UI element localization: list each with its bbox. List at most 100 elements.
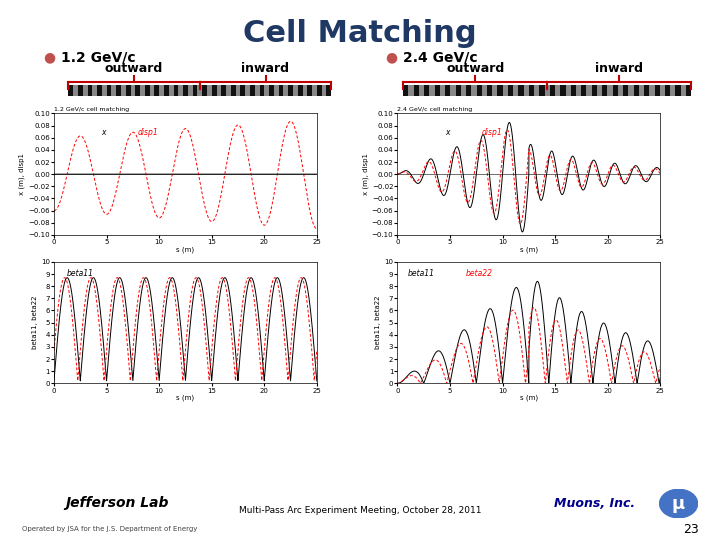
Bar bbox=[202, 85, 207, 96]
Bar bbox=[613, 85, 618, 96]
Bar bbox=[197, 85, 202, 96]
X-axis label: s (m): s (m) bbox=[520, 395, 538, 401]
Bar bbox=[477, 85, 482, 96]
Bar bbox=[597, 85, 602, 96]
Bar bbox=[634, 85, 639, 96]
Text: ●: ● bbox=[43, 51, 55, 65]
Bar bbox=[250, 85, 255, 96]
Text: 1.2 GeV/c: 1.2 GeV/c bbox=[61, 51, 136, 65]
Bar bbox=[312, 85, 317, 96]
Bar bbox=[269, 85, 274, 96]
Bar bbox=[440, 85, 445, 96]
Bar bbox=[112, 85, 116, 96]
Bar bbox=[154, 85, 159, 96]
Text: 1.2 GeV/c cell matching: 1.2 GeV/c cell matching bbox=[54, 106, 129, 112]
Text: disp1: disp1 bbox=[138, 129, 159, 137]
Text: Operated by JSA for the J.S. Department of Energy: Operated by JSA for the J.S. Department … bbox=[22, 526, 197, 532]
Bar bbox=[534, 85, 539, 96]
Bar bbox=[307, 85, 312, 96]
Text: beta11: beta11 bbox=[67, 269, 94, 279]
Bar bbox=[298, 85, 302, 96]
Bar bbox=[618, 85, 623, 96]
Bar bbox=[130, 85, 135, 96]
Bar bbox=[174, 85, 179, 96]
Bar bbox=[424, 85, 429, 96]
Bar bbox=[188, 85, 193, 96]
Bar bbox=[83, 85, 88, 96]
Bar bbox=[259, 85, 264, 96]
Bar bbox=[193, 85, 197, 96]
Bar bbox=[135, 85, 140, 96]
Text: Multi-Pass Arc Experiment Meeting, October 28, 2011: Multi-Pass Arc Experiment Meeting, Octob… bbox=[239, 506, 481, 515]
Text: disp1: disp1 bbox=[482, 129, 503, 137]
Bar bbox=[121, 85, 126, 96]
Bar bbox=[492, 85, 498, 96]
Bar bbox=[461, 85, 466, 96]
Bar bbox=[140, 85, 145, 96]
Bar bbox=[293, 85, 298, 96]
Bar bbox=[581, 85, 587, 96]
Bar bbox=[629, 85, 634, 96]
Bar bbox=[226, 85, 231, 96]
Bar bbox=[544, 85, 550, 96]
Bar bbox=[168, 85, 174, 96]
Bar bbox=[107, 85, 112, 96]
Bar bbox=[518, 85, 523, 96]
Bar bbox=[317, 85, 322, 96]
Bar bbox=[602, 85, 608, 96]
Bar bbox=[274, 85, 279, 96]
Bar bbox=[523, 85, 529, 96]
Bar bbox=[472, 85, 477, 96]
Bar bbox=[435, 85, 440, 96]
Text: x: x bbox=[445, 129, 449, 137]
Bar bbox=[68, 85, 73, 96]
Bar bbox=[555, 85, 560, 96]
Bar bbox=[644, 85, 649, 96]
Bar bbox=[498, 85, 503, 96]
Bar bbox=[179, 85, 183, 96]
Bar bbox=[665, 85, 670, 96]
Bar bbox=[326, 85, 331, 96]
Bar bbox=[279, 85, 284, 96]
Bar bbox=[264, 85, 269, 96]
Bar bbox=[212, 85, 217, 96]
Text: 2.4 GeV/c cell matching: 2.4 GeV/c cell matching bbox=[397, 106, 473, 112]
Bar bbox=[675, 85, 680, 96]
Bar bbox=[670, 85, 675, 96]
Text: inward: inward bbox=[595, 62, 643, 75]
Bar bbox=[529, 85, 534, 96]
Bar bbox=[288, 85, 293, 96]
Bar bbox=[660, 85, 665, 96]
X-axis label: s (m): s (m) bbox=[176, 246, 194, 253]
Bar bbox=[623, 85, 629, 96]
Bar bbox=[482, 85, 487, 96]
Bar bbox=[503, 85, 508, 96]
Bar bbox=[255, 85, 259, 96]
Bar bbox=[78, 85, 83, 96]
Text: beta22: beta22 bbox=[466, 269, 492, 279]
Bar bbox=[88, 85, 92, 96]
Bar bbox=[322, 85, 326, 96]
Bar bbox=[284, 85, 288, 96]
Text: outward: outward bbox=[105, 62, 163, 75]
Bar bbox=[565, 85, 571, 96]
Bar bbox=[126, 85, 130, 96]
Text: outward: outward bbox=[446, 62, 504, 75]
Bar bbox=[592, 85, 597, 96]
Text: x: x bbox=[102, 129, 106, 137]
Bar bbox=[571, 85, 576, 96]
Bar bbox=[608, 85, 613, 96]
Bar bbox=[221, 85, 226, 96]
X-axis label: s (m): s (m) bbox=[176, 395, 194, 401]
Bar bbox=[550, 85, 555, 96]
Bar bbox=[207, 85, 212, 96]
Bar bbox=[487, 85, 492, 96]
Bar bbox=[97, 85, 102, 96]
Text: inward: inward bbox=[241, 62, 289, 75]
Bar bbox=[639, 85, 644, 96]
Bar bbox=[408, 85, 414, 96]
Bar bbox=[686, 85, 691, 96]
Bar bbox=[419, 85, 424, 96]
Circle shape bbox=[660, 489, 698, 518]
Bar bbox=[560, 85, 565, 96]
